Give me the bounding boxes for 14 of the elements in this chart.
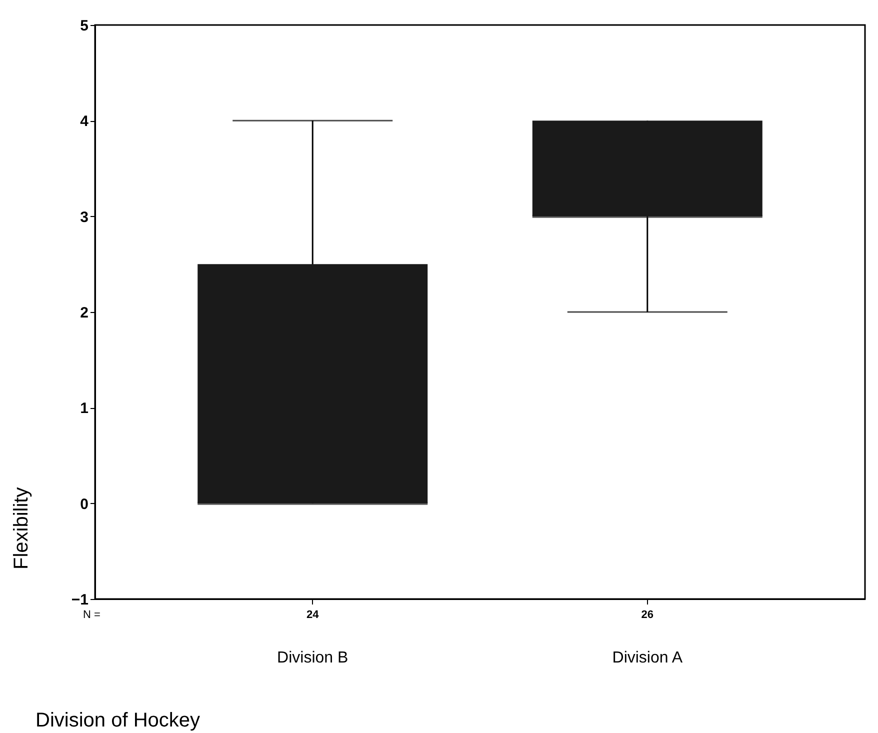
y-tick-label: −1 — [71, 592, 88, 608]
x-tick-label: Division B — [277, 650, 348, 666]
y-axis-title: Flexibility — [10, 487, 32, 570]
x-axis-title: Division of Hockey — [36, 710, 200, 732]
text: N = — [83, 609, 100, 621]
y-tick-label: 3 — [80, 208, 88, 226]
y-tick-label: 4 — [80, 113, 90, 130]
text: 24 — [306, 609, 320, 621]
y-tick-label: 2 — [80, 304, 88, 322]
y-tick-label: 5 — [80, 18, 88, 34]
text: 26 — [641, 609, 654, 621]
x-tick-label: Division A — [612, 650, 683, 666]
y-tick-label: 1 — [80, 400, 88, 418]
y-tick-label: 0 — [80, 496, 88, 513]
